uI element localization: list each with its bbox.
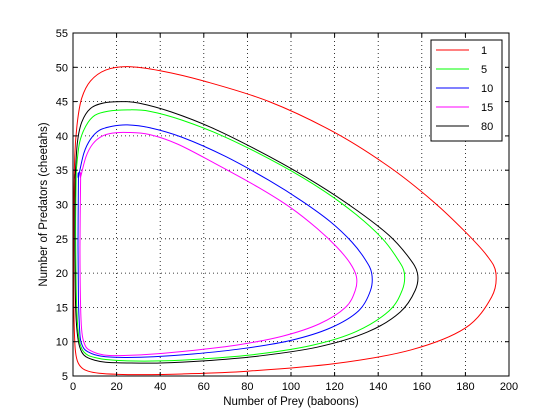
- legend-label-15: 15: [481, 102, 493, 114]
- x-tick-label: 80: [241, 381, 253, 393]
- legend-label-80: 80: [481, 121, 493, 133]
- x-tick-label: 180: [456, 381, 474, 393]
- x-tick-label: 140: [369, 381, 387, 393]
- legend-label-5: 5: [481, 64, 487, 76]
- y-tick-label: 55: [56, 28, 68, 40]
- y-tick-label: 45: [56, 97, 68, 109]
- y-tick-label: 35: [56, 165, 68, 177]
- x-tick-label: 160: [413, 381, 431, 393]
- series-line-10: [77, 124, 373, 358]
- ticks: 0 20 40 60 80 100 120 140 160 180 2005101520253035…: [56, 28, 518, 393]
- x-tick-label: 200: [500, 381, 518, 393]
- y-tick-label: 30: [56, 200, 68, 212]
- series-line-15: [79, 131, 358, 357]
- y-tick-label: 40: [56, 131, 68, 143]
- legend-label-10: 10: [481, 83, 493, 95]
- x-axis-label: Number of Prey (baboons): [223, 396, 359, 408]
- y-tick-label: 15: [56, 302, 68, 314]
- legend-label-1: 1: [481, 45, 487, 57]
- legend-box: [430, 39, 503, 142]
- series-line-5: [75, 109, 406, 362]
- x-tick-label: 60: [198, 381, 210, 393]
- x-tick-label: 20: [110, 381, 122, 393]
- x-tick-label: 0: [70, 381, 76, 393]
- series-line-1: [73, 66, 497, 376]
- grid: [73, 33, 509, 376]
- x-tick-label: 40: [154, 381, 166, 393]
- y-tick-label: 20: [56, 268, 68, 280]
- x-tick-label: 100: [282, 381, 300, 393]
- y-tick-label: 10: [56, 337, 68, 349]
- y-axis-label: Number of Predators (cheetahs): [38, 122, 50, 286]
- series-line-80: [74, 101, 419, 364]
- x-tick-label: 120: [325, 381, 343, 393]
- y-tick-label: 5: [62, 371, 68, 383]
- y-tick-label: 25: [56, 234, 68, 246]
- y-tick-label: 50: [56, 62, 68, 74]
- series-layer: [73, 66, 497, 376]
